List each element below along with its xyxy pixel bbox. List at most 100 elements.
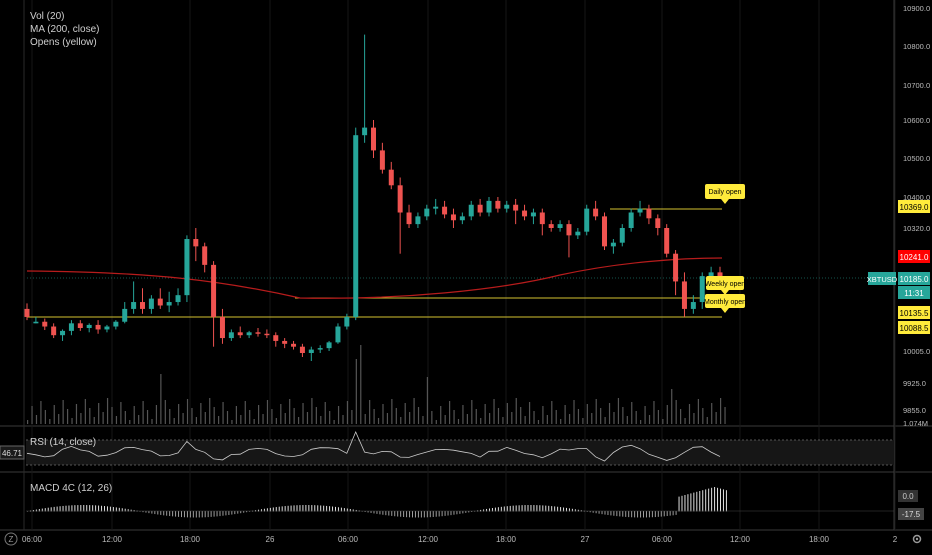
- symbol-badge: XBTUSD: [867, 272, 898, 285]
- macd-bar: [320, 505, 322, 512]
- macd-bar: [545, 505, 547, 512]
- macd-title[interactable]: MACD 4C (12, 26): [30, 483, 113, 494]
- svg-text:Z: Z: [9, 535, 14, 544]
- candle-body: [104, 326, 110, 330]
- macd-bar: [373, 511, 375, 514]
- volume-bar: [555, 410, 557, 424]
- volume-bar: [120, 402, 122, 424]
- volume-bar: [302, 403, 304, 424]
- volume-bar: [631, 402, 633, 424]
- macd-bar: [275, 507, 277, 512]
- macd-bar: [554, 506, 556, 512]
- macd-bar: [548, 505, 550, 512]
- candle-body: [468, 204, 474, 217]
- price-tick-label: 9855.0: [903, 406, 926, 415]
- macd-bar: [400, 511, 402, 517]
- macd-bar: [696, 491, 698, 512]
- macd-bar: [693, 492, 695, 512]
- macd-bar: [648, 511, 650, 518]
- macd-bar: [272, 507, 274, 512]
- candle-body: [717, 272, 723, 278]
- time-tick-label: 27: [581, 535, 590, 544]
- volume-bar: [253, 419, 255, 424]
- macd-bar: [506, 506, 508, 512]
- candle-body: [24, 308, 30, 317]
- macd-bar: [714, 487, 716, 512]
- volume-bar: [164, 400, 166, 424]
- macd-bar: [497, 507, 499, 512]
- time-tick-label: 12:00: [102, 535, 123, 544]
- candle-body: [522, 210, 528, 217]
- volume-layer: [27, 345, 726, 424]
- price-daily-label: 10369.0: [900, 203, 929, 212]
- legend-vol[interactable]: Vol (20): [30, 11, 65, 22]
- time-tick-label: 26: [266, 535, 275, 544]
- ma-line: [26, 257, 723, 299]
- volume-bar: [720, 398, 722, 424]
- rsi-title[interactable]: RSI (14, close): [30, 437, 97, 448]
- macd-bar: [607, 511, 609, 516]
- volume-bar: [653, 401, 655, 424]
- macd-bar: [663, 511, 665, 517]
- volume-bar: [404, 403, 406, 424]
- candle-body: [228, 332, 234, 339]
- volume-bar: [582, 418, 584, 424]
- candle-layer: [24, 34, 723, 361]
- macd-bar: [59, 506, 61, 512]
- volume-bar: [262, 414, 264, 424]
- countdown-label: 11:31: [904, 289, 924, 298]
- legend-ma[interactable]: MA (200, close): [30, 24, 100, 35]
- settings-gear-icon[interactable]: [911, 533, 923, 545]
- volume-bar: [640, 420, 642, 424]
- macd-bar: [595, 511, 597, 514]
- volume-bar: [613, 412, 615, 424]
- macd-bar: [234, 511, 236, 515]
- candle-body: [344, 316, 350, 327]
- volume-bar: [711, 403, 713, 424]
- price-red-badge: 10241.0: [898, 250, 930, 263]
- volume-bar: [240, 415, 242, 424]
- macd-bar: [438, 511, 440, 517]
- volume-bar: [106, 398, 109, 424]
- volume-bar: [155, 405, 158, 424]
- macd-bar: [521, 505, 523, 512]
- macd-bar: [571, 508, 573, 512]
- macd-bar: [675, 511, 677, 515]
- macd-bar: [145, 511, 147, 513]
- macd-bar: [566, 507, 567, 512]
- macd-bar: [503, 506, 505, 512]
- volume-bar: [409, 412, 411, 424]
- candle-body: [246, 332, 252, 336]
- macd-bar: [699, 491, 701, 512]
- candle-body: [495, 200, 501, 209]
- macd-bar: [444, 511, 446, 516]
- volume-bar: [191, 408, 193, 424]
- tradingview-logo-icon[interactable]: Z: [4, 532, 18, 546]
- candle-body: [602, 216, 607, 247]
- macd-bar: [604, 511, 606, 515]
- volume-bar: [511, 412, 513, 424]
- macd-bar: [711, 487, 713, 512]
- volume-bar: [75, 404, 78, 424]
- candle-body: [557, 224, 563, 228]
- macd-bar: [426, 511, 428, 518]
- candle-body: [513, 204, 519, 211]
- macd-bar: [412, 511, 413, 518]
- macd-bar: [335, 506, 336, 512]
- volume-bar: [373, 409, 375, 424]
- candle-body: [308, 349, 314, 353]
- macd-bar: [589, 511, 591, 513]
- macd-bar: [296, 505, 298, 512]
- macd-bar: [183, 511, 185, 518]
- macd-bar: [379, 511, 381, 515]
- indicator-legend: Vol (20) MA (200, close) Opens (yellow): [30, 10, 99, 49]
- macd-bar: [702, 490, 704, 512]
- volume-bar: [528, 402, 531, 424]
- macd-bar: [660, 511, 662, 517]
- volume-bar: [115, 416, 118, 424]
- macd-bar: [598, 511, 600, 514]
- volume-bar: [102, 412, 104, 424]
- legend-opens[interactable]: Opens (yellow): [30, 37, 97, 48]
- macd-bar: [420, 511, 422, 518]
- candle-body: [681, 281, 687, 309]
